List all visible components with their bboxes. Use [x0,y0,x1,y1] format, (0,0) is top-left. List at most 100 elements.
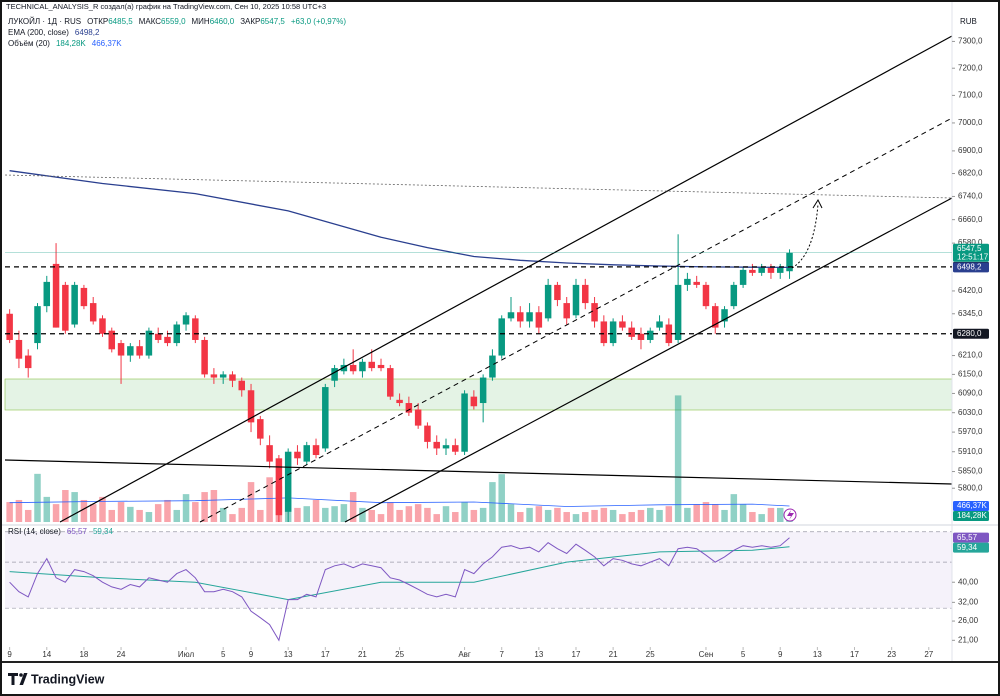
volume-bar [6,502,13,522]
candle-body [776,266,784,273]
volume-bar [656,509,663,522]
candle-body [563,303,570,319]
volume-bar [609,509,617,522]
candle-body [6,313,13,340]
volume-bar [758,514,765,522]
candle-body [294,451,301,459]
price-badge-label: 59,34 [957,543,978,552]
legend-item: 6547,5 [260,17,285,26]
volume-bar [331,506,338,522]
x-tick-label: 5 [221,650,226,659]
volume-bar [173,509,181,522]
legend-item: ЗАКР [240,17,260,26]
volume-bar [414,504,422,522]
legend: RSI (14, close) 65,57 59,34 [8,527,114,536]
candle-body [424,425,431,442]
candle-body [489,355,496,378]
logo-mark [19,673,28,685]
volume-bar [266,477,273,522]
candle-body [229,374,236,381]
logo[interactable]: TradingView [8,672,105,686]
candle-body [647,330,654,340]
candle-body [359,361,366,372]
drawings [4,35,953,523]
volume-bar [767,507,775,522]
x-tick-label: 21 [609,650,618,659]
legend-item: 6485,5 [108,17,133,26]
volume-bar [619,514,626,522]
volume-bar [693,504,700,522]
volume-bar [43,496,51,522]
candle-body [368,361,375,369]
candle-body [544,284,552,319]
volume-bar [507,504,515,522]
candle-body [52,263,60,328]
candle-body [136,346,143,356]
y-tick-label: 6090,0 [958,389,983,398]
price-badge-label: 6547,5 [957,244,982,253]
candle-body [702,284,710,307]
arrow-head [812,198,823,209]
volume-bar [89,504,97,522]
legend: EMA (200, close) 6498,2 [8,28,100,37]
y-tick-label: 5970,0 [958,427,983,436]
volume-bar [219,507,227,522]
volume-bar [229,514,236,522]
candle-body [452,445,459,452]
candle-body [396,399,403,404]
candle-body [331,368,338,381]
volume-bar [665,506,673,522]
candle-body [507,312,515,319]
price-badge-label: 65,57 [957,533,978,542]
volume-bar [108,509,116,522]
volume-bar [201,492,208,522]
x-tick-label: Сен [699,650,714,659]
candle-body [312,445,320,456]
trend-line [199,117,953,523]
candle-body [600,321,608,344]
price-badge-label: 6280,0 [957,329,982,338]
zone [4,378,953,411]
volume-bar [498,474,505,522]
x-tick-label: 27 [924,650,933,659]
price-badge [953,542,989,553]
legend-item: Объём (20) [8,39,50,48]
countdown: 12:51:17 [957,252,989,261]
candle-body [340,364,348,372]
volume-bar [154,504,162,522]
price-badge [953,262,989,273]
candle-body [712,306,719,328]
volume-bar [127,506,134,522]
candle-body [554,284,561,301]
volume-bar [387,502,394,522]
volume-bar [600,507,608,522]
volume-bar [637,509,645,522]
unit: RUB [960,17,977,26]
volume-bar [628,512,635,522]
volume-bar [396,509,403,522]
x-tick-label: 13 [534,650,543,659]
volume-bar [52,504,60,522]
rsi-ma [9,546,790,601]
y-tick-label: 6150,0 [958,370,983,379]
candle-body [637,333,645,340]
candle-body [526,312,533,322]
candle-body [247,390,255,423]
x-tick-label: 21 [358,650,367,659]
volume-bar [776,507,784,522]
candle-body [693,281,700,285]
volume-bar [582,512,589,522]
volume-bar [470,509,478,522]
legend-item: МАКС [139,17,162,26]
volume-bar [303,506,310,522]
trend-line [4,174,953,199]
volume-bar [479,507,487,522]
x-tick-label: 25 [646,650,655,659]
candle-body [433,441,440,449]
candle-body [656,321,663,328]
candle-body [154,333,162,340]
volume-bar [730,494,738,522]
volume-bar [721,509,728,522]
trend-line [344,197,953,523]
candle-body [767,266,775,273]
